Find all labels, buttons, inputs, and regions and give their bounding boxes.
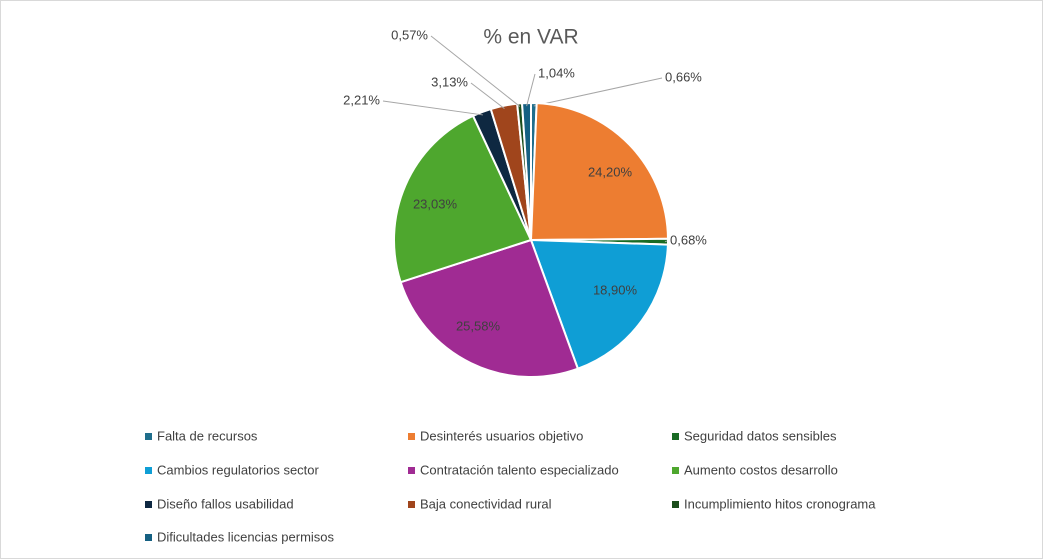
leader-line [382,100,483,116]
legend-label: Falta de recursos [157,428,258,443]
legend-label: Contratación talento especializado [420,462,619,477]
data-label: 23,03% [413,196,458,211]
data-label: 2,21% [343,92,380,107]
legend-swatch [408,501,415,508]
leader-line [430,35,521,107]
data-label: 18,90% [593,282,638,297]
leader-line [664,240,668,243]
chart-title: % en VAR [483,26,578,49]
pie-slice [393,114,533,284]
legend-swatch [145,501,152,508]
legend-swatch [145,467,152,474]
legend-swatch [672,501,679,508]
data-label: 25,58% [456,318,501,333]
data-label: 24,20% [588,164,633,179]
leader-line [526,73,536,107]
leader-line [470,82,505,110]
legend-swatch [145,534,152,541]
legend-swatch [672,433,679,440]
legend-label: Dificultades licencias permisos [157,529,335,544]
legend-label: Incumplimiento hitos cronograma [684,496,876,511]
legend-label: Diseño fallos usabilidad [157,496,294,511]
pie-slice [529,238,669,371]
data-label: 1,04% [538,65,575,80]
pie-slice [399,238,580,378]
legend-swatch [672,467,679,474]
legend-label: Aumento costos desarrollo [684,462,838,477]
legend-label: Desinterés usuarios objetivo [420,428,583,443]
legend-label: Cambios regulatorios sector [157,462,320,477]
legend-swatch [408,433,415,440]
data-label: 0,66% [665,69,702,84]
leader-line [533,77,663,107]
pie-slice [520,101,532,241]
legend-label: Seguridad datos sensibles [684,428,837,443]
data-label: 3,13% [431,74,468,89]
legend-label: Baja conectividad rural [420,496,552,511]
legend-swatch [145,433,152,440]
pie-slice [529,102,670,242]
legend-swatch [408,467,415,474]
data-label: 0,57% [391,27,428,42]
data-label: 0,68% [670,232,707,247]
